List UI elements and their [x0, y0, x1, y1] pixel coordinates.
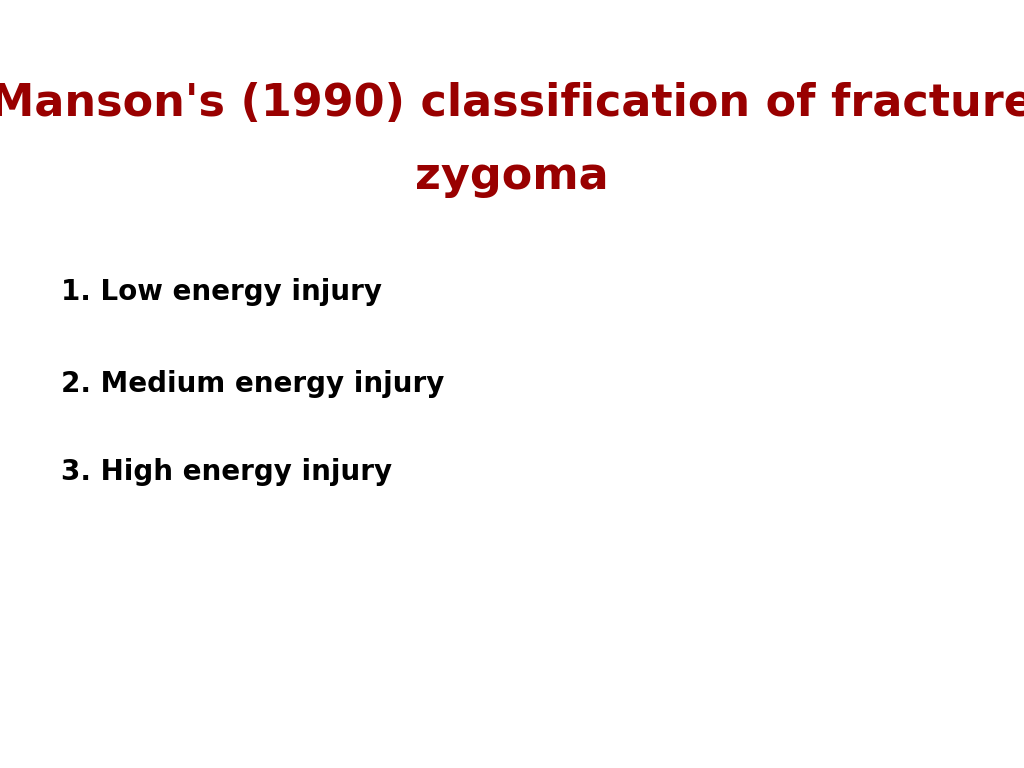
Text: 2. Medium energy injury: 2. Medium energy injury [61, 370, 444, 398]
Text: 3. High energy injury: 3. High energy injury [61, 458, 392, 486]
Text: Manson's (1990) classification of fracture: Manson's (1990) classification of fractu… [0, 82, 1024, 125]
Text: 1. Low energy injury: 1. Low energy injury [61, 278, 382, 306]
Text: zygoma: zygoma [415, 155, 609, 198]
